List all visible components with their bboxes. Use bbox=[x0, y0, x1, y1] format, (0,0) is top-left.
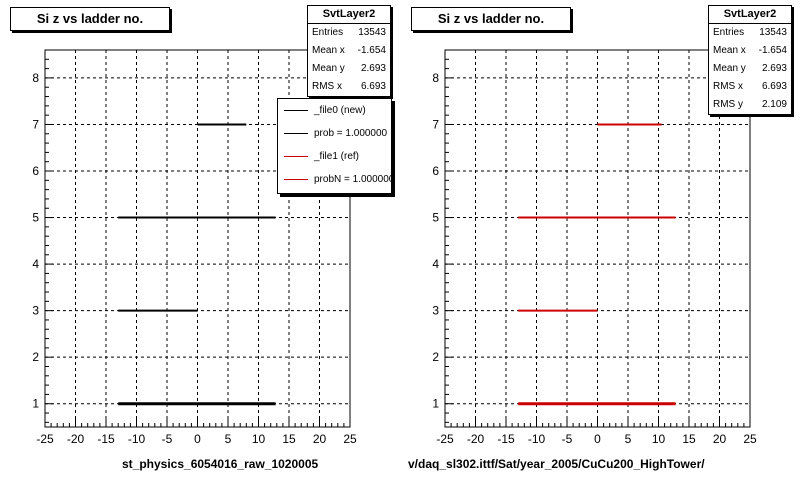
legend-label: prob = 1.000000 bbox=[314, 128, 388, 139]
left-stats-box: SvtLayer2 Entries 13543 Mean x -1.654 Me… bbox=[307, 5, 391, 97]
right-y-tick-label: 8 bbox=[432, 71, 439, 85]
left-y-tick-label: 7 bbox=[32, 117, 39, 131]
right-plot-title: Si z vs ladder no. bbox=[411, 7, 571, 31]
left-stats-value: -1.654 bbox=[357, 45, 386, 56]
right-y-tick-label: 1 bbox=[432, 397, 439, 411]
left-plot-title: Si z vs ladder no. bbox=[10, 7, 170, 31]
right-stats-value: 6.693 bbox=[761, 81, 787, 92]
left-stats-value: 6.693 bbox=[360, 81, 386, 92]
left-x-tick-label: -5 bbox=[162, 432, 173, 446]
right-x-tick-label: -10 bbox=[528, 432, 546, 446]
right-stats-label: Mean y bbox=[713, 63, 746, 74]
legend-entry: _file0 (new) bbox=[278, 99, 391, 122]
right-y-tick-label: 4 bbox=[432, 257, 439, 271]
left-x-tick-label: 15 bbox=[282, 432, 296, 446]
left-x-tick-label: 0 bbox=[194, 432, 201, 446]
legend-line-black bbox=[284, 110, 308, 111]
legend-label: probN = 1.000000 bbox=[314, 174, 392, 185]
right-x-tick-label: 15 bbox=[682, 432, 696, 446]
left-stats-row: RMS x 6.693 bbox=[308, 78, 390, 96]
left-y-tick-label: 8 bbox=[32, 71, 39, 85]
legend-entry: probN = 1.000000 bbox=[278, 168, 391, 191]
left-stats-value: 2.693 bbox=[360, 63, 386, 74]
left-x-tick-label: 10 bbox=[252, 432, 266, 446]
right-y-tick-label: 2 bbox=[432, 350, 439, 364]
left-x-tick-label: -15 bbox=[97, 432, 115, 446]
right-y-tick-label: 5 bbox=[432, 211, 439, 225]
left-stats-label: Entries bbox=[312, 27, 344, 38]
right-x-tick-label: 20 bbox=[713, 432, 727, 446]
left-y-tick-label: 3 bbox=[32, 304, 39, 318]
right-stats-label: Mean x bbox=[713, 45, 746, 56]
right-stats-label: Entries bbox=[713, 27, 745, 38]
right-stats-box: SvtLayer2 Entries 13543 Mean x -1.654 Me… bbox=[708, 5, 792, 115]
right-x-tick-label: 0 bbox=[594, 432, 601, 446]
legend-line-red bbox=[284, 156, 308, 157]
left-stats-row: Mean x -1.654 bbox=[308, 42, 390, 60]
right-x-tick-label: 25 bbox=[743, 432, 757, 446]
left-stats-title: SvtLayer2 bbox=[308, 6, 390, 24]
legend-line-red bbox=[284, 179, 308, 180]
legend-line-black bbox=[284, 133, 308, 134]
right-plot-caption: v/daq_sl302.ittf/Sat/year_2005/CuCu200_H… bbox=[408, 457, 705, 471]
left-y-tick-label: 6 bbox=[32, 164, 39, 178]
legend-label: _file0 (new) bbox=[314, 105, 366, 116]
left-x-tick-label: 5 bbox=[225, 432, 232, 446]
right-stats-row: Entries 13543 bbox=[709, 24, 791, 42]
right-stats-label: RMS x bbox=[713, 81, 743, 92]
left-x-tick-label: 20 bbox=[313, 432, 327, 446]
right-y-tick-label: 6 bbox=[432, 164, 439, 178]
right-x-tick-label: -15 bbox=[497, 432, 515, 446]
right-x-tick-label: -20 bbox=[467, 432, 485, 446]
left-scatter-plot: -25 -20 -15 -10 -5 0 5 10 15 20 25 1 2 3 4 5 6 7 8 bbox=[32, 49, 357, 446]
legend-entry: _file1 (ref) bbox=[278, 145, 391, 168]
right-x-tick-label: -25 bbox=[436, 432, 454, 446]
right-stats-value: -1.654 bbox=[758, 45, 787, 56]
right-stats-row: Mean y 2.693 bbox=[709, 60, 791, 78]
left-x-tick-label: -20 bbox=[67, 432, 85, 446]
right-stats-row: RMS x 6.693 bbox=[709, 78, 791, 96]
left-x-tick-label: -10 bbox=[128, 432, 146, 446]
left-x-tick-label: 25 bbox=[343, 432, 357, 446]
right-stats-label: RMS y bbox=[713, 99, 743, 110]
left-y-tick-label: 4 bbox=[32, 257, 39, 271]
left-stats-label: Mean x bbox=[312, 45, 345, 56]
left-stats-row: Mean y 2.693 bbox=[308, 60, 390, 78]
left-y-tick-label: 5 bbox=[32, 211, 39, 225]
left-legend: _file0 (new) prob = 1.000000 _file1 (ref… bbox=[277, 98, 392, 194]
left-stats-label: Mean y bbox=[312, 63, 345, 74]
left-stats-label: RMS x bbox=[312, 81, 342, 92]
right-x-tick-label: 10 bbox=[652, 432, 666, 446]
left-stats-row: Entries 13543 bbox=[308, 24, 390, 42]
right-stats-title: SvtLayer2 bbox=[709, 6, 791, 24]
left-y-tick-label: 2 bbox=[32, 350, 39, 364]
left-x-tick-label: -25 bbox=[36, 432, 54, 446]
left-plot-caption: st_physics_6054016_raw_1020005 bbox=[122, 457, 319, 471]
legend-entry: prob = 1.000000 bbox=[278, 122, 391, 145]
right-stats-row: RMS y 2.109 bbox=[709, 96, 791, 114]
right-x-tick-label: 5 bbox=[625, 432, 632, 446]
right-y-tick-label: 3 bbox=[432, 304, 439, 318]
legend-label: _file1 (ref) bbox=[314, 151, 360, 162]
left-stats-value: 13543 bbox=[358, 27, 386, 38]
left-y-tick-label: 1 bbox=[32, 397, 39, 411]
right-stats-row: Mean x -1.654 bbox=[709, 42, 791, 60]
right-stats-value: 13543 bbox=[759, 27, 787, 38]
right-x-tick-label: -5 bbox=[562, 432, 573, 446]
right-y-tick-label: 7 bbox=[432, 117, 439, 131]
right-stats-value: 2.693 bbox=[761, 63, 787, 74]
right-stats-value: 2.109 bbox=[761, 99, 787, 110]
